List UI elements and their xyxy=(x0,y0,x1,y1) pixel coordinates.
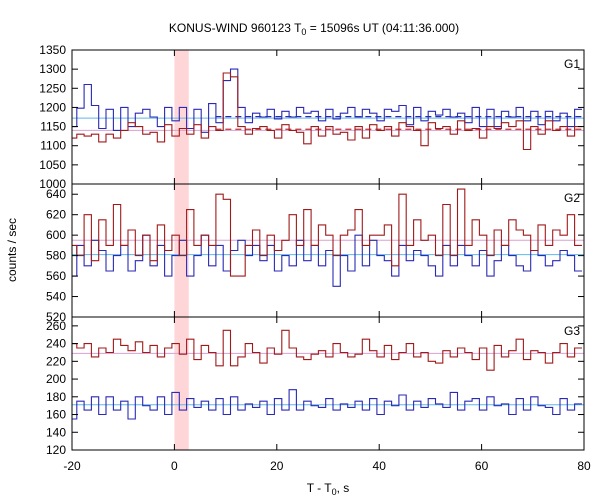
panel-g1-ytick-label: 1250 xyxy=(39,81,66,95)
panel-g3-ytick-label: 160 xyxy=(46,408,66,422)
panel-g1-ytick-label: 1100 xyxy=(40,139,66,153)
panel-g1-series-red xyxy=(72,72,582,151)
panel-g2-ytick-label: 640 xyxy=(46,187,66,201)
chart-title: KONUS-WIND 960123 T0 = 15096s UT (04:11:… xyxy=(169,21,459,37)
panel-g2-series-blue xyxy=(72,234,582,287)
trigger-highlight-band xyxy=(174,50,189,450)
panel-g1-ytick-label: 1200 xyxy=(39,100,66,114)
xtick-label: 80 xyxy=(577,459,591,473)
plot-layer: 10001050110011501200125013001350G1520540… xyxy=(39,43,591,473)
panel-g2-ytick-label: 520 xyxy=(46,310,66,324)
chart-title-main: KONUS-WIND 960123 T xyxy=(169,21,302,35)
x-axis-label: T - T0, s xyxy=(307,481,350,497)
panel-g3-series-blue xyxy=(72,389,582,420)
panel-g1-series-blue xyxy=(72,68,582,133)
panel-g3-ytick-label: 200 xyxy=(46,372,66,386)
panel-g1-ytick-label: 1150 xyxy=(40,120,66,134)
panel-g3-ytick-label: 220 xyxy=(46,354,66,368)
y-axis-label: counts / sec xyxy=(5,218,19,282)
panel-g2-ytick-label: 580 xyxy=(46,249,66,263)
panel-g1-ytick-label: 1300 xyxy=(39,62,66,76)
panel-g3-ytick-label: 180 xyxy=(46,390,66,404)
panel-g2-ytick-label: 560 xyxy=(46,269,66,283)
panel-g3-ytick-label: 240 xyxy=(46,337,66,351)
chart-title-rest: = 15096s UT (04:11:36.000) xyxy=(306,21,459,35)
x-axis-label-main: T - T xyxy=(307,481,333,495)
panel-g2-series-red xyxy=(72,188,582,277)
panel-g3-label: G3 xyxy=(564,324,580,338)
panel-g1-ytick-label: 1000 xyxy=(39,177,66,191)
panel-g3-ytick-label: 140 xyxy=(46,425,66,439)
panel-g3-ytick-label: 260 xyxy=(46,319,66,333)
panel-g2-ytick-label: 620 xyxy=(46,208,66,222)
xtick-label: 0 xyxy=(171,459,178,473)
x-axis-label-subscript: 0 xyxy=(332,487,337,497)
panel-g2-ytick-label: 600 xyxy=(46,228,66,242)
xtick-label: 40 xyxy=(373,459,387,473)
panel-g1-label: G1 xyxy=(564,57,580,71)
panel-g2-label: G2 xyxy=(564,191,580,205)
panel-g3-series-red xyxy=(72,329,582,371)
panel-g1-ytick-label: 1350 xyxy=(39,43,66,57)
xtick-label: -20 xyxy=(63,459,81,473)
panel-g3-ytick-label: 120 xyxy=(46,443,66,457)
chart-title-subscript: 0 xyxy=(301,27,306,37)
x-axis-label-rest: , s xyxy=(337,481,350,495)
panel-g3-frame xyxy=(71,316,585,451)
panel-g2-ytick-label: 540 xyxy=(46,290,66,304)
xtick-label: 60 xyxy=(475,459,489,473)
panel-g1-ytick-label: 1050 xyxy=(39,158,66,172)
xtick-label: 20 xyxy=(270,459,284,473)
